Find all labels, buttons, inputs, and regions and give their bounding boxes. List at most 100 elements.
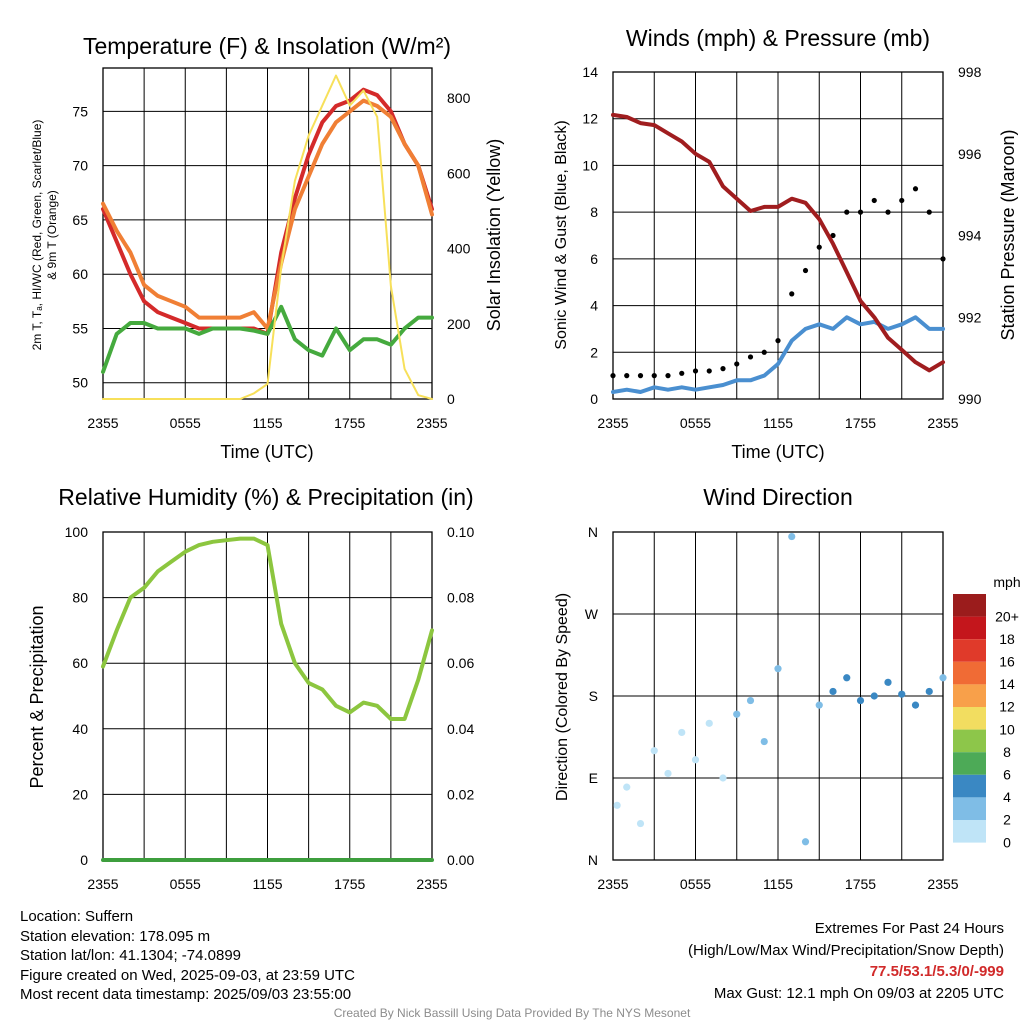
location-text: Location: Suffern <box>20 908 134 925</box>
gust-point <box>802 267 809 274</box>
gust-point <box>899 197 905 204</box>
elevation-text: Station elevation: 178.095 m <box>20 927 211 945</box>
legend-swatch <box>953 729 986 753</box>
y-tick-label: 14 <box>582 64 598 80</box>
legend-label: 16 <box>999 654 1015 670</box>
gust-point <box>830 232 836 239</box>
gust-point <box>940 256 946 262</box>
y-tick-label: 75 <box>72 103 88 119</box>
y2-tick-label: 600 <box>447 165 471 181</box>
gust-point <box>679 370 685 376</box>
legend-title: mph <box>993 574 1020 590</box>
y2-tick-label: 0.10 <box>447 524 474 540</box>
winds-title: Winds (mph) & Pressure (mb) <box>626 25 930 51</box>
x-tick-label: 1155 <box>252 876 282 892</box>
legend-swatch <box>953 616 986 640</box>
temperature-ylabel-right: Solar Insolation (Yellow) <box>484 139 504 331</box>
direction-point <box>678 728 686 737</box>
y-tick-label: 6 <box>590 251 598 267</box>
extremes-title: Extremes For Past 24 Hours <box>814 920 1004 937</box>
x-tick-label: 1155 <box>763 876 793 892</box>
direction-tick-label: S <box>589 688 598 704</box>
plot-layer: 2355 0555 1155 1755 235550556065707502004006… <box>65 64 982 892</box>
legend-swatch <box>953 684 986 707</box>
x-tick-label: 2355 <box>416 415 447 431</box>
legend-label: 10 <box>999 721 1015 737</box>
legend-swatch <box>953 594 986 617</box>
temperature-ylabel-left-2: & 9m T (Orange) <box>45 190 59 280</box>
y-tick-label: 55 <box>72 320 88 336</box>
recent-text: Most recent data timestamp: 2025/09/03 2… <box>20 986 352 1003</box>
x-tick-label: 2355 <box>597 415 628 431</box>
x-tick-label: 1755 <box>845 415 876 431</box>
direction-point <box>884 678 892 686</box>
x-tick-label: 2355 <box>927 415 958 431</box>
legend-swatch <box>953 661 986 685</box>
direction-tick-label: N <box>588 852 598 868</box>
x-tick-label: 1755 <box>845 876 876 892</box>
y2-tick-label: 0 <box>447 391 455 407</box>
station-pressure-series <box>611 112 945 373</box>
extremes-subtitle: (High/Low/Max Wind/Precipitation/Snow De… <box>688 941 1004 959</box>
direction-point <box>815 701 823 709</box>
gust-point <box>789 291 795 297</box>
winds-ylabel-right: Station Pressure (Maroon) <box>998 129 1018 340</box>
y2-tick-label: 200 <box>447 316 471 332</box>
y-tick-label: 60 <box>72 655 88 671</box>
legend-label: 6 <box>1003 767 1011 783</box>
legend-label: 12 <box>999 699 1015 715</box>
relative-humidity-series <box>101 536 434 721</box>
legend-label: 8 <box>1003 744 1011 760</box>
max-gust-text: Max Gust: 12.1 mph On 09/03 at 2205 UTC <box>713 984 1004 1002</box>
gust-point <box>692 368 699 374</box>
gust-point <box>857 209 864 215</box>
y-tick-label: 2 <box>590 344 598 360</box>
legend-label: 18 <box>999 631 1015 647</box>
y-tick-label: 4 <box>590 298 598 314</box>
y2-tick-label: 996 <box>958 146 982 162</box>
y-tick-label: 80 <box>72 590 88 606</box>
gust-point <box>706 368 712 374</box>
x-tick-label: 0555 <box>170 876 201 892</box>
gust-point <box>926 209 932 215</box>
t--series <box>101 304 434 374</box>
legend-label: 20+ <box>995 608 1019 624</box>
x-tick-label: 2355 <box>927 876 958 892</box>
gust-point <box>734 361 740 367</box>
legend-label: 0 <box>1003 834 1011 850</box>
y2-tick-label: 0.02 <box>447 786 474 802</box>
y-tick-label: 65 <box>72 212 88 228</box>
y2-tick-label: 0.08 <box>447 590 474 606</box>
gust-point <box>885 209 891 215</box>
humidity-title: Relative Humidity (%) & Precipitation (i… <box>58 484 473 510</box>
legend-swatch <box>953 639 986 662</box>
temperature-xlabel: Time (UTC) <box>220 442 313 462</box>
y2-tick-label: 992 <box>958 309 982 325</box>
direction-point <box>636 819 645 828</box>
x-tick-label: 2355 <box>416 876 447 892</box>
credit-text: Created By Nick Bassill Using Data Provi… <box>333 1006 691 1020</box>
direction-point <box>870 692 878 700</box>
legend-label: 14 <box>999 676 1015 692</box>
y2-tick-label: 990 <box>958 391 982 407</box>
direction-point <box>829 687 837 696</box>
y2-tick-label: 994 <box>958 228 982 244</box>
sonic-wind-series <box>611 315 945 394</box>
x-tick-label: 1155 <box>252 415 282 431</box>
humidity-ylabel-left: Percent & Precipitation <box>27 605 47 788</box>
extremes-info: Extremes For Past 24 Hours (High/Low/Max… <box>688 918 1004 1004</box>
gust-point <box>624 373 630 379</box>
y2-tick-label: 0.04 <box>447 721 474 737</box>
direction-tick-label: W <box>585 606 599 622</box>
gust-point <box>747 354 754 360</box>
winds-xlabel: Time (UTC) <box>731 442 824 462</box>
y-tick-label: 10 <box>582 157 598 173</box>
legend-label: 4 <box>1003 789 1011 805</box>
direction-point <box>746 696 755 705</box>
x-tick-label: 2355 <box>87 415 118 431</box>
temperature-ylabel-left-1: 2m T, Tₐ, HI/WC (Red, Green, Scarlet/Blu… <box>30 120 44 351</box>
gust-point <box>871 197 877 204</box>
gust-point <box>761 349 767 355</box>
direction-point <box>856 696 865 705</box>
